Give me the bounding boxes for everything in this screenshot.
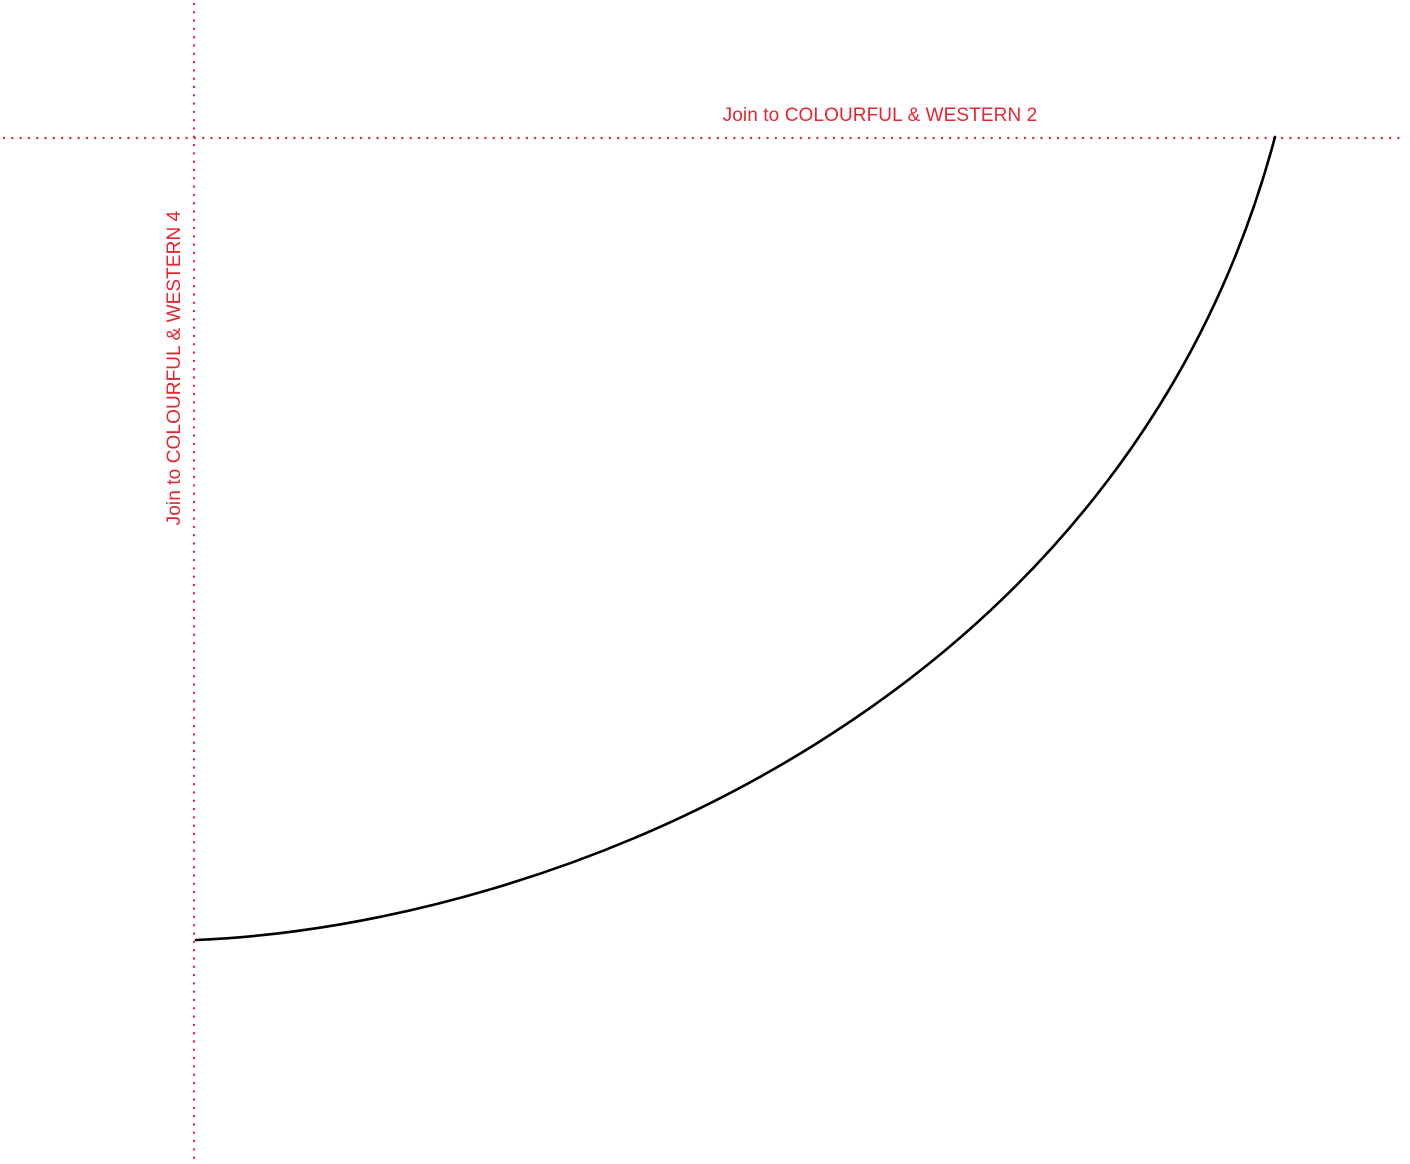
top-join-label: Join to COLOURFUL & WESTERN 2 xyxy=(723,105,1038,126)
side-join-label: Join to COLOURFUL & WESTERN 4 xyxy=(164,210,185,525)
curved-cut-line xyxy=(194,135,1277,942)
